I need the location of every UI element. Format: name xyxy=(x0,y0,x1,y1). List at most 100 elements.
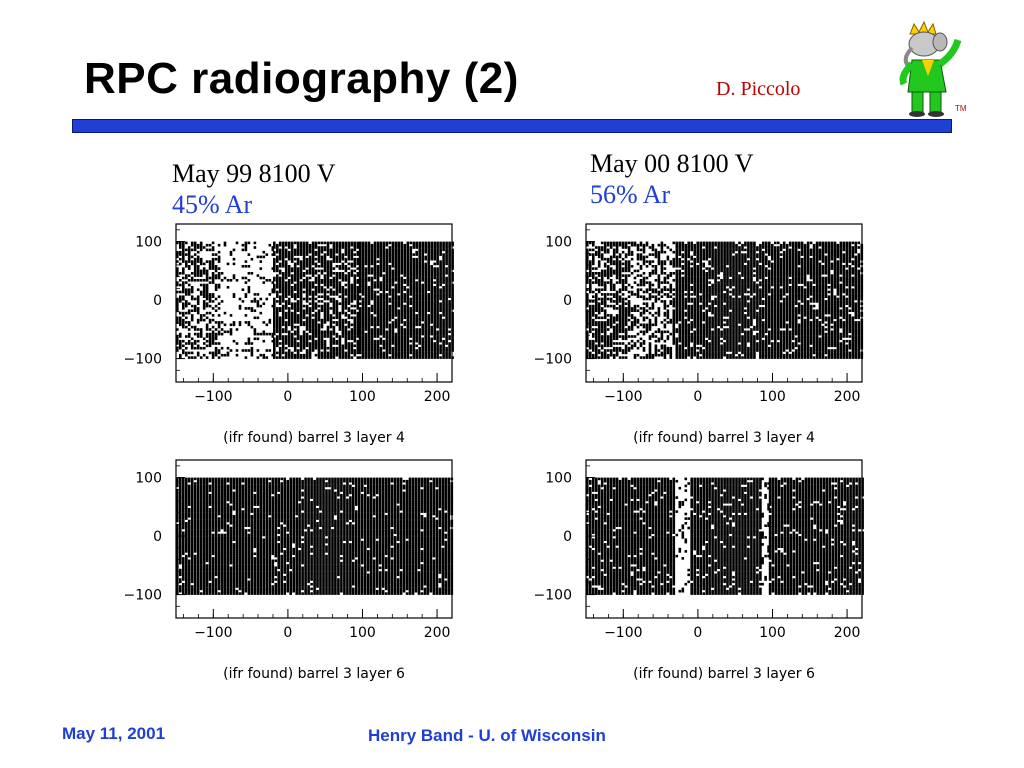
hit-cell xyxy=(612,262,616,266)
hit-cell xyxy=(379,243,383,247)
hit-cell xyxy=(615,353,619,357)
hit-cell xyxy=(361,304,365,308)
hit-cell xyxy=(714,300,717,303)
hit-cell xyxy=(376,330,380,334)
hit-cell xyxy=(687,290,690,294)
hit-cell xyxy=(326,330,330,334)
hit-cell xyxy=(217,283,221,287)
hit-cell xyxy=(642,339,646,343)
hit-cell xyxy=(379,297,383,301)
hit-cell xyxy=(409,253,413,256)
hit-cell xyxy=(609,274,613,277)
hit-cell xyxy=(364,297,368,301)
hit-cell xyxy=(211,337,215,341)
hit-cell xyxy=(344,265,348,268)
hit-cell xyxy=(717,276,720,280)
hit-cell xyxy=(284,302,288,305)
hit-cell xyxy=(370,257,374,261)
hit-cell xyxy=(329,281,333,284)
hit-cell xyxy=(624,274,628,277)
hit-cell xyxy=(445,293,448,296)
hit-cell xyxy=(699,272,702,275)
hit-cell xyxy=(314,302,318,305)
hit-cell xyxy=(214,253,218,256)
hit-cell xyxy=(305,353,309,357)
hit-cell xyxy=(427,265,430,268)
hit-cell xyxy=(403,339,407,343)
hit-cell xyxy=(281,293,285,296)
hit-cell xyxy=(675,356,679,359)
hit-cell xyxy=(592,253,595,256)
hit-cell xyxy=(675,307,679,310)
hit-cell xyxy=(648,337,652,341)
hit-cell xyxy=(651,304,655,308)
hit-cell xyxy=(238,297,242,301)
hit-cell xyxy=(678,325,682,329)
hit-cell xyxy=(589,286,592,289)
hit-cell xyxy=(385,286,389,289)
hit-cell xyxy=(278,269,282,273)
hit-cell xyxy=(681,309,685,312)
hit-cell xyxy=(338,337,342,341)
hit-cell xyxy=(314,325,318,329)
hit-cell xyxy=(615,262,619,266)
hit-cell xyxy=(415,265,418,268)
hit-cell xyxy=(320,257,324,261)
hit-cell xyxy=(427,281,430,284)
hit-cell xyxy=(361,290,365,294)
hit-cell xyxy=(717,293,720,296)
hit-cell xyxy=(290,316,294,320)
hit-cell xyxy=(196,272,200,275)
hit-cell xyxy=(367,248,371,252)
hit-cell xyxy=(433,257,436,261)
hit-cell xyxy=(693,262,696,266)
hit-cell xyxy=(624,276,628,280)
hit-cell xyxy=(290,290,294,294)
hit-cell xyxy=(247,288,251,291)
hit-cell xyxy=(621,337,625,341)
hit-cell xyxy=(595,281,598,284)
hit-cell xyxy=(603,349,607,352)
hit-cell xyxy=(678,276,682,280)
hit-cell xyxy=(615,337,619,341)
hit-cell xyxy=(296,283,300,287)
hit-cell xyxy=(627,307,631,310)
hit-cell xyxy=(347,321,351,324)
hit-cell xyxy=(418,314,421,317)
hit-cell xyxy=(600,281,604,284)
hit-cell xyxy=(367,356,371,359)
hit-cell xyxy=(314,316,318,320)
hit-cell xyxy=(376,332,380,336)
hit-cell xyxy=(430,243,433,247)
hit-cell xyxy=(418,304,421,308)
hit-cell xyxy=(287,297,291,301)
hit-cell xyxy=(424,267,427,270)
hit-cell xyxy=(296,260,300,263)
hit-cell xyxy=(708,330,711,334)
hit-cell xyxy=(388,283,392,287)
hit-cell xyxy=(296,300,300,303)
hit-cell xyxy=(391,328,395,331)
hit-cell xyxy=(621,311,625,315)
hit-cell xyxy=(621,300,625,303)
hit-cell xyxy=(406,283,410,287)
hit-cell xyxy=(299,300,303,303)
hit-cell xyxy=(589,253,592,256)
hit-cell xyxy=(344,293,348,296)
hit-cell xyxy=(723,318,726,322)
hit-cell xyxy=(648,253,652,256)
hit-cell xyxy=(645,356,649,359)
hit-cell xyxy=(592,356,595,359)
hit-cell xyxy=(296,330,300,334)
hit-cell xyxy=(317,335,321,338)
hit-cell xyxy=(391,283,395,287)
hit-cell xyxy=(299,353,303,357)
hit-cell xyxy=(418,257,421,261)
hit-cell xyxy=(290,353,294,357)
hit-cell xyxy=(190,351,194,355)
hit-cell xyxy=(314,330,318,334)
hit-cell xyxy=(621,293,625,296)
hit-cell xyxy=(442,353,445,357)
hit-cell xyxy=(609,262,613,266)
hit-cell xyxy=(353,290,357,294)
